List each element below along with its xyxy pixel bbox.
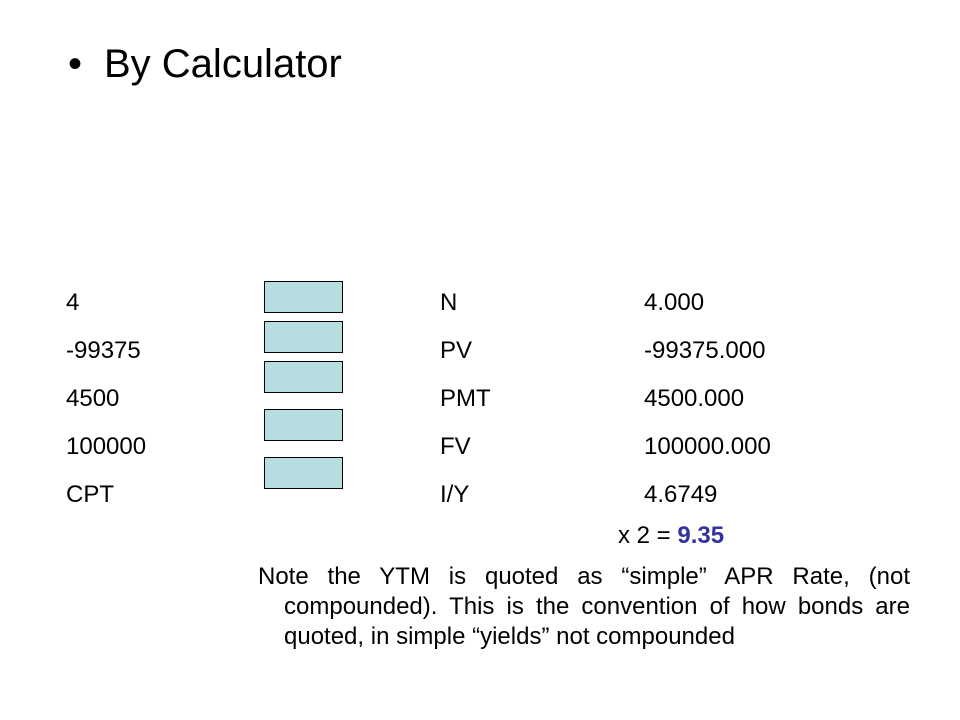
key-label: PV [440, 337, 473, 364]
result-value: 4.000 [644, 289, 705, 316]
calc-key-fv[interactable] [264, 409, 343, 441]
result-value: -99375.000 [644, 337, 766, 364]
key-label: I/Y [440, 481, 470, 508]
key-label: N [440, 289, 458, 316]
calc-key-pmt[interactable] [264, 361, 343, 393]
multiply-prefix: x 2 = [618, 522, 678, 549]
calc-row-pmt: 4500 PMT 4500.000 [0, 385, 960, 425]
result-value: 4.6749 [644, 481, 718, 508]
calc-key-pv[interactable] [264, 321, 343, 353]
note-paragraph: Note the YTM is quoted as “simple” APR R… [258, 562, 910, 652]
key-label: FV [440, 433, 471, 460]
result-value: 4500.000 [644, 385, 745, 412]
title-bullet: • [68, 42, 83, 86]
calc-row-pv: -99375 PV -99375.000 [0, 337, 960, 377]
input-value: 4 [66, 289, 80, 316]
multiply-result: x 2 = 9.35 [618, 522, 724, 550]
calc-key-iy[interactable] [264, 457, 343, 489]
calc-row-iy: CPT I/Y 4.6749 [0, 481, 960, 521]
note-text: Note the YTM is quoted as “simple” APR R… [258, 563, 910, 650]
calc-row-fv: 100000 FV 100000.000 [0, 433, 960, 473]
calc-key-n[interactable] [264, 281, 343, 313]
input-value: -99375 [66, 337, 141, 364]
ytm-value: 9.35 [677, 522, 725, 549]
slide-title: • By Calculator [68, 38, 342, 90]
input-value: 100000 [66, 433, 147, 460]
calc-row-n: 4 N 4.000 [0, 289, 960, 329]
title-text: By Calculator [104, 42, 342, 86]
input-value: 4500 [66, 385, 120, 412]
result-value: 100000.000 [644, 433, 771, 460]
key-label: PMT [440, 385, 491, 412]
input-value: CPT [66, 481, 114, 508]
